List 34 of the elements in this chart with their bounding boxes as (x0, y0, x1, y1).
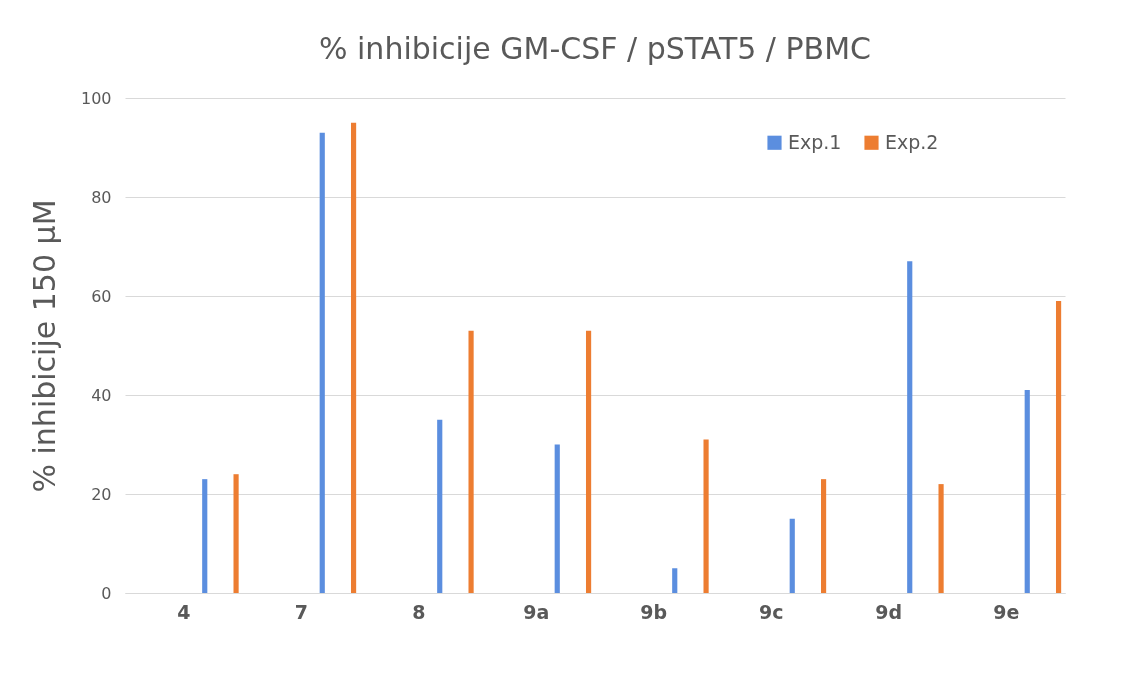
y-tick-label: 100 (80, 88, 112, 108)
bar (703, 439, 709, 593)
bar (820, 479, 827, 593)
bar (1055, 300, 1062, 593)
x-tick-label: 4 (177, 600, 191, 623)
bar (437, 419, 443, 593)
chart-title: % inhibicije GM-CSF / pSTAT5 / PBMC (318, 31, 872, 66)
bar (554, 444, 560, 593)
x-tick-label: 9d (875, 600, 903, 623)
y-tick-label: 20 (91, 484, 112, 504)
x-tick-label: 8 (412, 600, 426, 623)
y-tick-label: 0 (101, 583, 112, 603)
y-tick-label: 40 (91, 385, 112, 405)
bar (938, 484, 944, 593)
x-tick-label: 9b (640, 600, 668, 623)
bar (907, 261, 913, 593)
x-tick-label: 9e (993, 600, 1020, 623)
bar (468, 330, 474, 593)
bar (1024, 390, 1030, 593)
y-tick-label: 60 (91, 286, 112, 306)
y-tick-label: 80 (91, 187, 112, 207)
x-tick-label: 9c (759, 600, 784, 623)
bar (585, 330, 592, 593)
legend-label: Exp.1 (788, 130, 842, 153)
y-axis-title: % inhibicije 150 µM (26, 199, 62, 493)
bar (233, 474, 239, 593)
x-tick-label: 7 (294, 600, 308, 623)
x-tick-label: 9a (523, 600, 550, 623)
bar (789, 518, 795, 593)
bar (202, 479, 208, 593)
bar (672, 568, 678, 593)
legend-label: Exp.2 (885, 130, 939, 153)
bar (319, 132, 325, 593)
bar (350, 122, 357, 593)
